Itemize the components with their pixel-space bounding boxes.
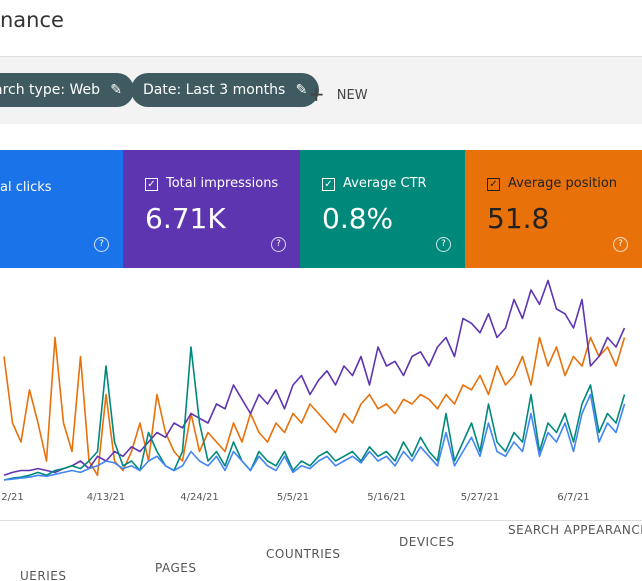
tab[interactable]: COUNTRIES: [266, 547, 341, 561]
header: nance: [0, 0, 642, 57]
x-tick-label: 5/5/21: [277, 492, 309, 503]
help-icon[interactable]: ?: [436, 237, 451, 252]
help-icon[interactable]: ?: [613, 237, 628, 252]
series-line: [3, 336, 626, 477]
card-value: 51.8: [487, 202, 550, 235]
help-icon[interactable]: ?: [94, 237, 109, 252]
metric-card[interactable]: ✓ Average position 51.8?: [465, 150, 642, 268]
card-label: al clicks: [0, 180, 52, 195]
card-label: ✓ Average position: [487, 176, 617, 191]
series-line: [3, 279, 626, 477]
tab[interactable]: PAGES: [155, 561, 197, 575]
card-label: ✓ Average CTR: [322, 176, 427, 191]
metric-card[interactable]: ✓ Total impressions 6.71K?: [123, 150, 300, 268]
x-tick-label: 6/7/21: [557, 492, 589, 503]
tab-bar: UERIES PAGES COUNTRIES DEVICES SEARCH AP…: [0, 520, 642, 581]
tab[interactable]: SEARCH APPEARANCE: [508, 523, 642, 537]
card-value: 6.71K: [145, 202, 226, 235]
metric-card[interactable]: al clicks?: [0, 150, 123, 268]
new-label: NEW: [336, 88, 368, 103]
filter-chip[interactable]: Date: Last 3 months: [131, 73, 320, 107]
card-label-text: Average CTR: [343, 176, 427, 191]
tab[interactable]: DEVICES: [399, 535, 455, 549]
card-label-text: Average position: [508, 176, 618, 191]
filter-chip[interactable]: arch type: Web: [0, 73, 135, 107]
page-title: nance: [0, 8, 64, 32]
x-tick-label: 5/27/21: [461, 492, 500, 503]
card-value: 0.8%: [322, 202, 394, 235]
x-tick-label: 2/21: [1, 492, 23, 503]
card-label: ✓ Total impressions: [145, 176, 278, 191]
x-tick-label: 5/16/21: [367, 492, 406, 503]
chart: 2/21 4/13/21 4/24/21 5/5/21 5/16/21 5/27/21 6/…: [1, 279, 626, 503]
tab[interactable]: UERIES: [20, 569, 67, 581]
help-icon[interactable]: ?: [271, 237, 286, 252]
x-tick-label: 4/24/21: [180, 492, 219, 503]
series-line: [3, 393, 626, 481]
new-button[interactable]: + NEW: [308, 82, 368, 106]
metric-card[interactable]: ✓ Average CTR 0.8%?: [300, 150, 465, 268]
x-tick-label: 4/13/21: [87, 492, 126, 503]
series-line: [3, 346, 626, 481]
card-label-text: Total impressions: [166, 176, 279, 191]
